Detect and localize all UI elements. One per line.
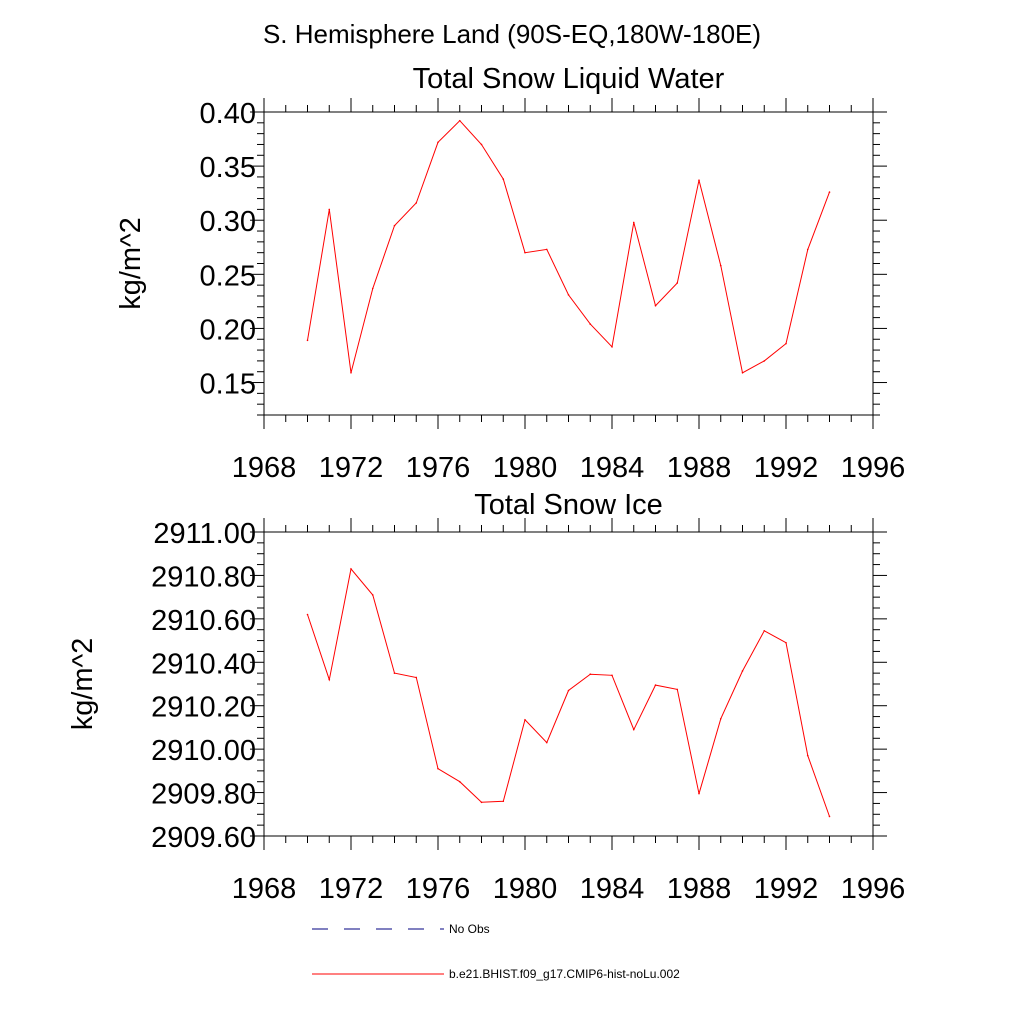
x-tick-label: 1968 — [232, 873, 297, 905]
x-tick-label: 1972 — [319, 873, 384, 905]
data-point — [589, 323, 592, 325]
data-point — [654, 304, 657, 307]
data-point — [806, 248, 809, 251]
data-point — [545, 741, 548, 744]
x-tick-label: 1980 — [493, 873, 558, 905]
panel-title: Total Snow Ice — [474, 489, 663, 521]
data-point — [306, 613, 309, 616]
data-point — [676, 688, 679, 691]
data-point — [763, 630, 766, 632]
figure-title: S. Hemisphere Land (90S-EQ,180W-180E) — [263, 19, 761, 49]
legend-model-label: b.e21.BHIST.f09_g17.CMIP6-hist-noLu.002 — [449, 967, 680, 981]
series-line — [307, 567, 830, 817]
x-tick-label: 1996 — [841, 452, 906, 484]
x-tick-label: 1976 — [406, 873, 471, 905]
y-tick-label: 0.30 — [200, 206, 256, 238]
data-point — [632, 221, 635, 224]
data-point — [458, 119, 461, 122]
data-point — [676, 282, 679, 284]
data-point — [524, 251, 526, 254]
data-point — [828, 815, 831, 818]
data-point — [415, 676, 418, 679]
data-point — [589, 673, 592, 676]
legend-no-obs-label: No Obs — [449, 922, 490, 936]
y-tick-label: 2910.60 — [151, 605, 256, 637]
x-tick-label: 1984 — [580, 452, 645, 484]
data-point — [371, 594, 374, 596]
data-point — [567, 294, 570, 296]
data-point — [611, 346, 613, 348]
x-tick-label: 1988 — [667, 873, 732, 905]
y-tick-label: 2910.20 — [151, 692, 256, 724]
data-point — [480, 143, 483, 146]
data-point — [480, 801, 483, 804]
y-tick-label: 0.25 — [200, 260, 256, 292]
y-axis-label: kg/m^2 — [115, 217, 147, 310]
y-tick-label: 0.40 — [200, 98, 256, 130]
y-tick-label: 2910.40 — [151, 648, 256, 680]
y-tick-label: 2910.80 — [151, 561, 256, 593]
data-point — [437, 141, 439, 144]
data-point — [545, 248, 548, 251]
data-point — [393, 672, 396, 674]
data-point — [741, 371, 744, 374]
data-point — [524, 719, 526, 721]
data-point — [502, 800, 505, 803]
data-point — [632, 728, 635, 731]
y-tick-label: 0.35 — [200, 152, 256, 184]
x-tick-label: 1992 — [754, 452, 819, 484]
x-tick-label: 1968 — [232, 452, 297, 484]
y-tick-label: 2909.80 — [151, 779, 256, 811]
data-point — [654, 684, 657, 686]
x-tick-label: 1996 — [841, 873, 906, 905]
y-tick-label: 0.20 — [200, 314, 256, 346]
data-point — [719, 717, 722, 720]
data-point — [567, 689, 570, 692]
y-axis-label: kg/m^2 — [67, 638, 99, 731]
y-tick-label: 2910.00 — [151, 735, 256, 767]
y-tick-label: 2911.00 — [153, 518, 256, 550]
x-tick-label: 1980 — [493, 452, 558, 484]
data-point — [698, 792, 700, 795]
data-point — [785, 342, 787, 345]
legend: No Obs b.e21.BHIST.f09_g17.CMIP6-hist-no… — [312, 922, 680, 981]
data-point — [741, 670, 744, 672]
panel-snow-ice: Total Snow Ice 1968 1972 1976 1980 1984 1988 19… — [67, 489, 905, 905]
x-tick-label: 1976 — [406, 452, 471, 484]
data-point — [350, 568, 352, 570]
panel-liquid-water: Total Snow Liquid Water 1968 1972 1976 1980 1… — [115, 63, 905, 484]
plot-frame — [263, 111, 874, 416]
data-point — [393, 224, 396, 227]
data-point — [719, 264, 722, 267]
data-point — [458, 780, 461, 783]
series-line — [307, 119, 830, 374]
data-point — [611, 674, 613, 677]
data-point — [698, 179, 700, 181]
data-point — [763, 360, 766, 362]
y-tick-label: 0.15 — [200, 369, 256, 401]
data-point — [371, 287, 374, 290]
data-point — [806, 754, 809, 757]
data-point — [415, 202, 418, 204]
panel-title: Total Snow Liquid Water — [413, 63, 725, 95]
data-point — [828, 191, 831, 193]
data-point — [502, 178, 505, 180]
x-tick-label: 1992 — [754, 873, 819, 905]
y-tick-label: 2909.60 — [151, 822, 256, 854]
data-point — [350, 371, 352, 374]
plot-frame — [263, 531, 874, 837]
x-tick-label: 1984 — [580, 873, 645, 905]
data-point — [306, 339, 309, 342]
data-point — [785, 641, 787, 644]
x-tick-label: 1972 — [319, 452, 384, 484]
data-point — [328, 678, 331, 681]
data-point — [328, 208, 331, 211]
x-tick-label: 1988 — [667, 452, 732, 484]
data-point — [437, 767, 439, 770]
